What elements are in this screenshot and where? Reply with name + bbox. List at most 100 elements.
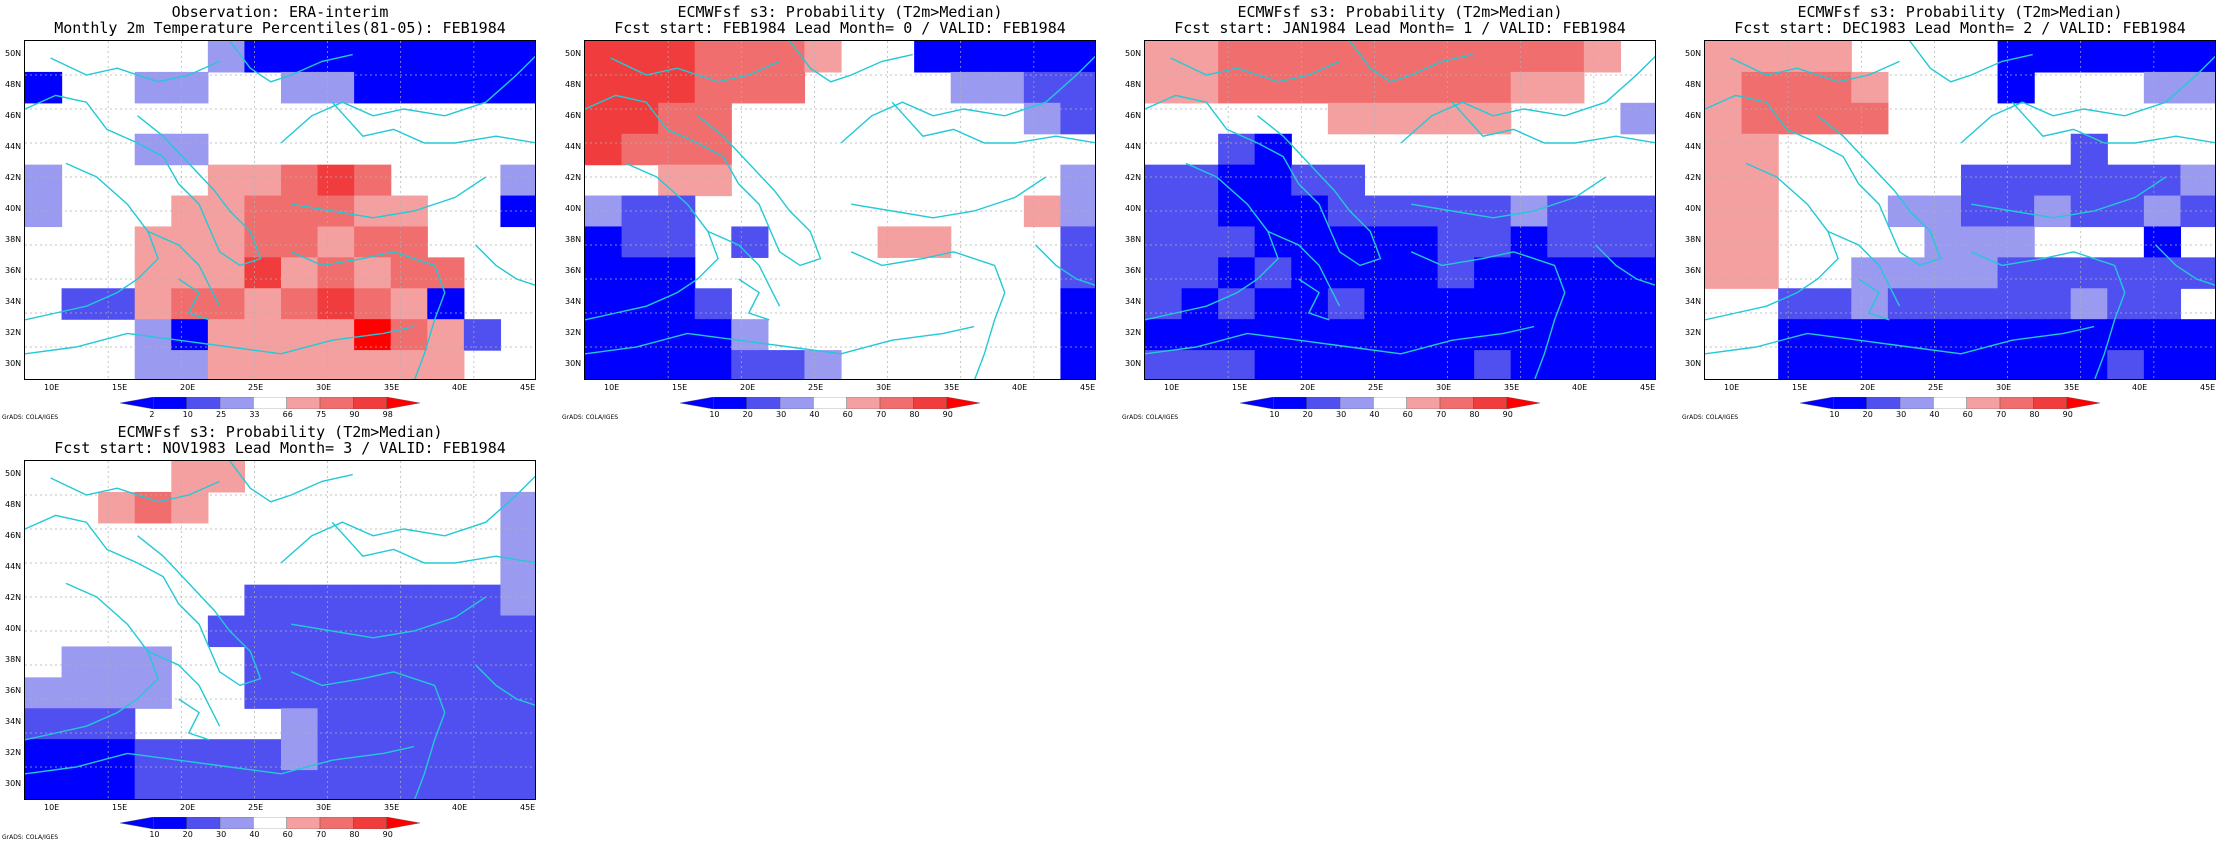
grid-cell [694,41,732,73]
grid-cell [2070,164,2108,197]
lon-tick-label: 15E [112,383,128,392]
grid-cell [61,677,99,709]
colorbar-label: 30 [216,830,227,839]
grid-cell [2143,257,2182,289]
coastline [2011,101,2215,144]
colorbar-label: 20 [1302,410,1313,419]
coastline [291,596,487,639]
grid-cell [1778,350,1816,379]
grid-cell [1583,41,1622,73]
grid-cell [1510,41,1548,73]
lat-tick-label: 34N [565,297,582,306]
grid-cell [2107,350,2145,379]
coastline [610,57,780,83]
grid-cell [1814,71,1852,104]
coastline [147,650,221,727]
grid-cell [281,71,319,104]
grid-cell [390,350,428,379]
grid-cell [1474,41,1512,73]
grid-cell [317,319,355,351]
coastline [50,477,220,503]
lat-tick-label: 50N [1125,49,1142,58]
colorbar-segment [386,817,420,829]
colorbar-segment [1999,397,2034,409]
grid-cell [134,677,172,709]
grid-cell [427,708,465,740]
lat-tick-label: 42N [565,173,582,182]
grid-cell [1327,350,1366,379]
grid-cell [1327,71,1366,104]
grid-cell [1364,41,1402,73]
coastline [1145,325,1535,355]
coastline [25,94,262,267]
grid-cell [658,319,696,351]
grid-cell [1060,288,1095,320]
grid-cell [281,708,319,740]
lon-tick-label: 20E [180,383,196,392]
grid-cell [2070,257,2108,289]
colorbar-label: 10 [1269,410,1280,419]
colorbar-segment [1406,397,1441,409]
grid-cell [354,257,392,289]
coastline [229,41,353,83]
grid-cell [2070,133,2108,166]
grid-cell [207,770,246,799]
grid-cell [390,708,428,740]
lon-tick-label: 10E [44,803,60,812]
grid-cell [427,770,465,799]
lon-tick-label: 35E [2064,383,2080,392]
grid-cell [1961,288,1999,320]
lon-tick-label: 25E [248,803,264,812]
lon-tick-label: 40E [452,803,468,812]
grid-cell [463,646,502,678]
grid-cell [244,288,282,320]
coastline [1145,94,1382,267]
colorbar-label: 25 [216,410,227,419]
grid-cell [1778,71,1816,104]
map-svg [25,461,535,799]
grid-cell [1060,319,1095,351]
grid-cell [427,350,465,379]
colorbar-segment [186,397,221,409]
panel-title-line2: Fcst start: FEB1984 Lead Month= 0 / VALI… [614,19,1066,37]
grid-cell [1181,41,1219,73]
grid-cell [317,584,355,617]
grid-cell [317,288,355,320]
grid-cell [1291,288,1329,320]
grid-cell [1620,319,1655,351]
lat-tick-label: 36N [5,686,22,695]
grid-cell [390,584,428,617]
grid-cell [463,677,502,709]
grid-cell [1547,288,1585,320]
grid-cell [1437,102,1475,135]
grid-cell [1887,350,1926,379]
lat-tick-label: 38N [1125,235,1142,244]
colorbar-segment [1306,397,1341,409]
grid-cell [500,41,535,73]
grid-cell [987,41,1025,73]
grid-cell [1997,319,2035,351]
grid-cell [2034,257,2072,289]
lon-tick-label: 45E [1640,383,1656,392]
grid-cell [427,71,465,104]
grid-cell [427,257,465,289]
grid-cell [1364,102,1402,135]
lon-tick-label: 15E [1792,383,1808,392]
lon-tick-label: 10E [604,383,620,392]
colorbar [1240,397,1540,409]
colorbar-segment [1933,397,1967,409]
coastline [331,101,535,144]
grid-cell [767,71,806,104]
lon-tick-label: 45E [1080,383,1096,392]
grid-cell [500,553,535,586]
lat-tick-label: 40N [5,624,22,633]
grid-cell [1181,226,1219,258]
grid-cell [621,257,659,289]
grid-cell [1181,350,1219,379]
grid-cell [1510,350,1548,379]
grads-credit: GrADS: COLA/IGES [2,834,59,841]
coastline [1595,244,1655,286]
colorbar-label: 20 [742,410,753,419]
lon-tick-label: 25E [808,383,824,392]
lon-tick-label: 45E [520,803,536,812]
